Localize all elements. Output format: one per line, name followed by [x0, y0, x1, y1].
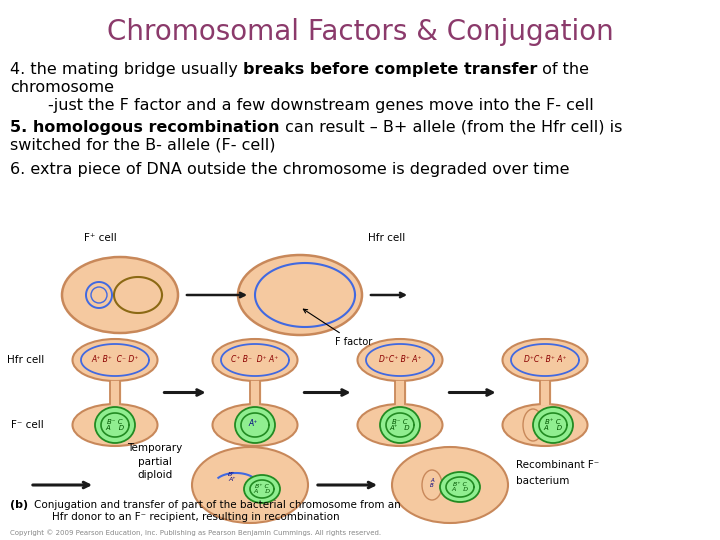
Text: C⁺ B⁻  D⁺ A⁺: C⁺ B⁻ D⁺ A⁺ [231, 355, 279, 364]
Text: Recombinant F⁻: Recombinant F⁻ [516, 460, 599, 470]
Text: D⁺C⁺ B⁺ A⁺: D⁺C⁺ B⁺ A⁺ [379, 355, 421, 364]
Ellipse shape [95, 407, 135, 443]
Text: bacterium: bacterium [516, 476, 570, 486]
Text: D⁺C⁺ B⁺ A⁺: D⁺C⁺ B⁺ A⁺ [523, 355, 566, 364]
Text: B⁺ C
A    D: B⁺ C A D [544, 418, 562, 431]
Ellipse shape [503, 339, 588, 381]
Ellipse shape [523, 409, 543, 441]
Ellipse shape [392, 447, 508, 523]
Ellipse shape [503, 404, 588, 446]
Text: (b): (b) [10, 500, 28, 510]
Text: F⁻ cell: F⁻ cell [12, 420, 44, 430]
Ellipse shape [358, 404, 443, 446]
Text: B⁺ C
A    D: B⁺ C A D [451, 482, 469, 492]
Ellipse shape [358, 339, 443, 381]
Text: Hfr donor to an F⁻ recipient, resulting in recombination: Hfr donor to an F⁻ recipient, resulting … [52, 512, 340, 522]
Text: B⁻ C
A⁺   D: B⁻ C A⁺ D [390, 418, 410, 431]
Text: A
B: A B [430, 477, 434, 488]
Ellipse shape [380, 407, 420, 443]
Text: -just the F factor and a few downstream genes move into the F- cell: -just the F factor and a few downstream … [48, 98, 594, 113]
Text: Copyright © 2009 Pearson Education, Inc. Publishing as Pearson Benjamin Cummings: Copyright © 2009 Pearson Education, Inc.… [10, 529, 381, 536]
Text: Temporary: Temporary [127, 443, 183, 453]
Ellipse shape [440, 472, 480, 502]
Text: B⁺
A⁺: B⁺ A⁺ [228, 471, 235, 482]
Ellipse shape [238, 255, 362, 335]
Text: A⁺ B⁺  C⁻ D⁺: A⁺ B⁺ C⁻ D⁺ [91, 355, 139, 364]
Ellipse shape [244, 475, 280, 503]
Ellipse shape [73, 404, 158, 446]
Ellipse shape [91, 287, 107, 303]
Text: breaks before complete transfer: breaks before complete transfer [243, 62, 537, 77]
Text: Chromosomal Factors & Conjugation: Chromosomal Factors & Conjugation [107, 18, 613, 46]
Text: B⁻ C
A    D: B⁻ C A D [105, 418, 125, 431]
Ellipse shape [73, 339, 158, 381]
Text: Hfr cell: Hfr cell [368, 233, 405, 243]
Text: Hfr cell: Hfr cell [6, 355, 44, 365]
Ellipse shape [192, 447, 308, 523]
Ellipse shape [212, 339, 297, 381]
Ellipse shape [62, 257, 178, 333]
Ellipse shape [212, 404, 297, 446]
Text: of the: of the [537, 62, 590, 77]
Text: 6. extra piece of DNA outside the chromosome is degraded over time: 6. extra piece of DNA outside the chromo… [10, 162, 570, 177]
Text: 5. homologous recombination: 5. homologous recombination [10, 120, 279, 135]
Text: partial: partial [138, 457, 172, 467]
Ellipse shape [533, 407, 573, 443]
Text: A⁺: A⁺ [248, 418, 258, 428]
Text: chromosome: chromosome [10, 80, 114, 95]
Text: 4. the mating bridge usually: 4. the mating bridge usually [10, 62, 243, 77]
Text: F factor: F factor [303, 309, 372, 347]
Text: Conjugation and transfer of part of the bacterial chromosome from an: Conjugation and transfer of part of the … [34, 500, 401, 510]
Text: diploid: diploid [138, 470, 173, 480]
Text: B⁺ C
A    D: B⁺ C A D [253, 484, 271, 495]
Text: F⁺ cell: F⁺ cell [84, 233, 117, 243]
Text: switched for the B- allele (F- cell): switched for the B- allele (F- cell) [10, 138, 276, 153]
Text: can result – B+ allele (from the Hfr cell) is: can result – B+ allele (from the Hfr cel… [279, 120, 622, 135]
Ellipse shape [422, 470, 442, 500]
Ellipse shape [235, 407, 275, 443]
